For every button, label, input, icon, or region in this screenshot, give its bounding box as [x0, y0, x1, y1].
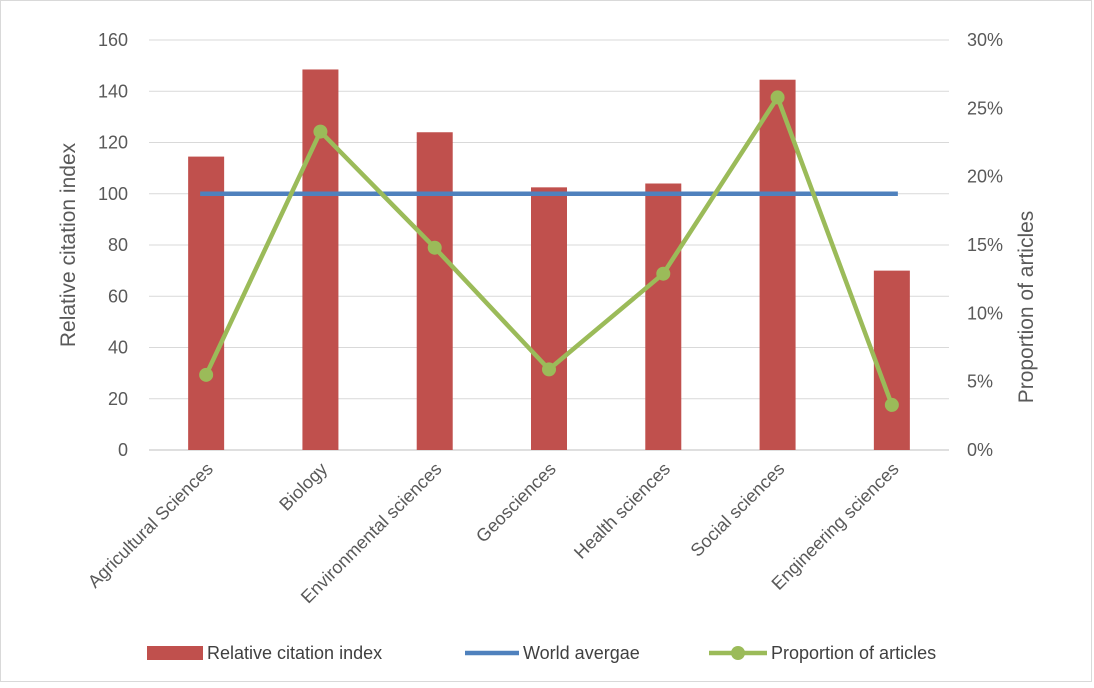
legend-label: World avergae [523, 643, 640, 663]
left-tick-label: 120 [98, 133, 128, 153]
right-tick-label: 20% [967, 167, 1003, 187]
legend-swatch-marker [731, 646, 745, 660]
point-proportion-of-articles [884, 397, 899, 412]
bar-relative-citation-index [416, 132, 453, 450]
category-label: Biology [275, 459, 331, 515]
left-tick-label: 80 [108, 235, 128, 255]
line-series [199, 90, 899, 412]
left-tick-label: 140 [98, 81, 128, 101]
category-label: Engineering sciences [768, 459, 903, 594]
point-proportion-of-articles [542, 362, 556, 377]
right-axis: 0% 5% 10% 15% 20% 25% 30% [967, 30, 1003, 460]
point-proportion-of-articles [199, 367, 214, 382]
point-proportion-of-articles [770, 90, 785, 105]
left-tick-label: 100 [98, 184, 128, 204]
category-label: Agricultural Sciences [84, 459, 217, 592]
left-axis: 0 20 40 60 80 100 120 140 160 [98, 30, 128, 460]
right-tick-label: 30% [967, 30, 1003, 50]
right-tick-label: 25% [967, 98, 1003, 118]
bar-relative-citation-index [759, 79, 796, 450]
bar-relative-citation-index [531, 187, 567, 450]
left-tick-label: 0 [118, 440, 128, 460]
point-proportion-of-articles [656, 266, 671, 281]
left-tick-label: 40 [108, 338, 128, 358]
bar-relative-citation-index [645, 183, 682, 450]
right-tick-label: 0% [967, 440, 993, 460]
right-tick-label: 5% [967, 372, 993, 392]
bar-series [188, 69, 910, 450]
left-tick-label: 160 [98, 30, 128, 50]
legend: Relative citation index World avergae Prop… [147, 643, 936, 663]
right-axis-title: Proportion of articles [1015, 211, 1038, 404]
left-tick-label: 20 [108, 389, 128, 409]
right-tick-label: 15% [967, 235, 1003, 255]
point-proportion-of-articles [313, 124, 328, 139]
bar-relative-citation-index [188, 156, 225, 450]
legend-swatch-bar [147, 646, 203, 660]
category-label: Geosciences [472, 459, 560, 547]
right-tick-label: 10% [967, 303, 1003, 323]
point-proportion-of-articles [427, 240, 442, 255]
category-axis: Agricultural Sciences BiologyEnvironmenta… [84, 459, 903, 608]
legend-label: Proportion of articles [771, 643, 936, 663]
category-label: Social sciences [687, 459, 789, 561]
left-tick-label: 60 [108, 286, 128, 306]
legend-label: Relative citation index [207, 643, 382, 663]
bar-relative-citation-index [873, 270, 910, 450]
left-axis-title: Relative citation index [57, 142, 80, 347]
category-label: Health sciences [570, 459, 674, 563]
